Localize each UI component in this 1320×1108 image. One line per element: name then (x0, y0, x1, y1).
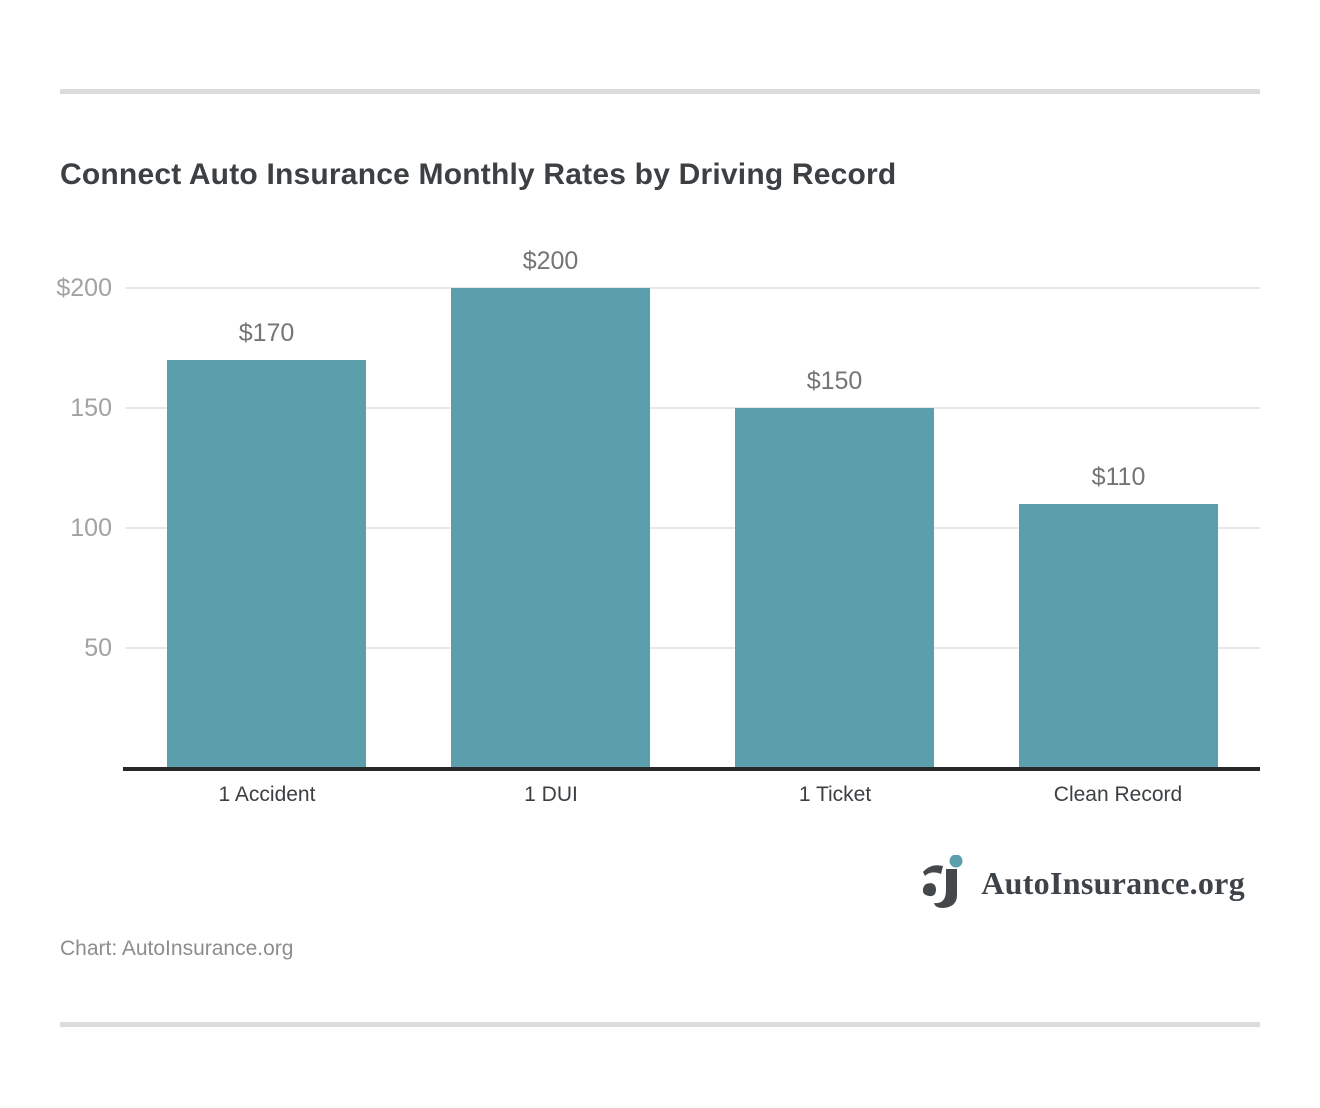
plot-area (125, 287, 1260, 768)
y-tick-label-50: 50 (84, 634, 112, 662)
gridline-200 (125, 287, 1260, 289)
bar-1-ticket[interactable] (735, 408, 934, 768)
footer-credit: Chart: AutoInsurance.org (60, 937, 294, 960)
y-tick-label-150: 150 (70, 394, 112, 422)
bar-1-dui[interactable] (451, 288, 650, 768)
x-tick-label-clean-record: Clean Record (1053, 783, 1183, 806)
chart-title: Connect Auto Insurance Monthly Rates by … (60, 158, 897, 191)
gridline-100 (125, 527, 1260, 529)
bar-chart: 50 100 150 $200 1 Accident 1 DUI 1 Ticket Clea… (56, 247, 1260, 806)
gridline-150 (125, 407, 1260, 409)
bar-value-label-1: $170 (238, 319, 295, 347)
y-tick-label-200: $200 (56, 274, 112, 302)
x-axis-line (123, 767, 1260, 771)
x-tick-label-1-accident: 1 Accident (218, 783, 316, 806)
bar-value-label-4: $110 (1091, 463, 1146, 491)
x-tick-label-1-ticket: 1 Ticket (798, 783, 872, 806)
brand-logo[interactable]: AutoInsurance.org (921, 855, 1245, 911)
x-tick-label-1-dui: 1 DUI (524, 783, 578, 806)
bar-value-label-3: $150 (806, 367, 863, 395)
bottom-divider (60, 1022, 1260, 1027)
top-divider (60, 89, 1260, 94)
bar-value-label-2: $200 (522, 247, 579, 275)
bar-1-accident[interactable] (167, 360, 366, 768)
gridline-50 (125, 647, 1260, 649)
autoinsurance-ai-monogram-icon (923, 855, 963, 908)
brand-wordmark: AutoInsurance.org (981, 864, 1245, 901)
bar-clean-record[interactable] (1019, 504, 1218, 768)
y-tick-label-100: 100 (70, 514, 112, 542)
